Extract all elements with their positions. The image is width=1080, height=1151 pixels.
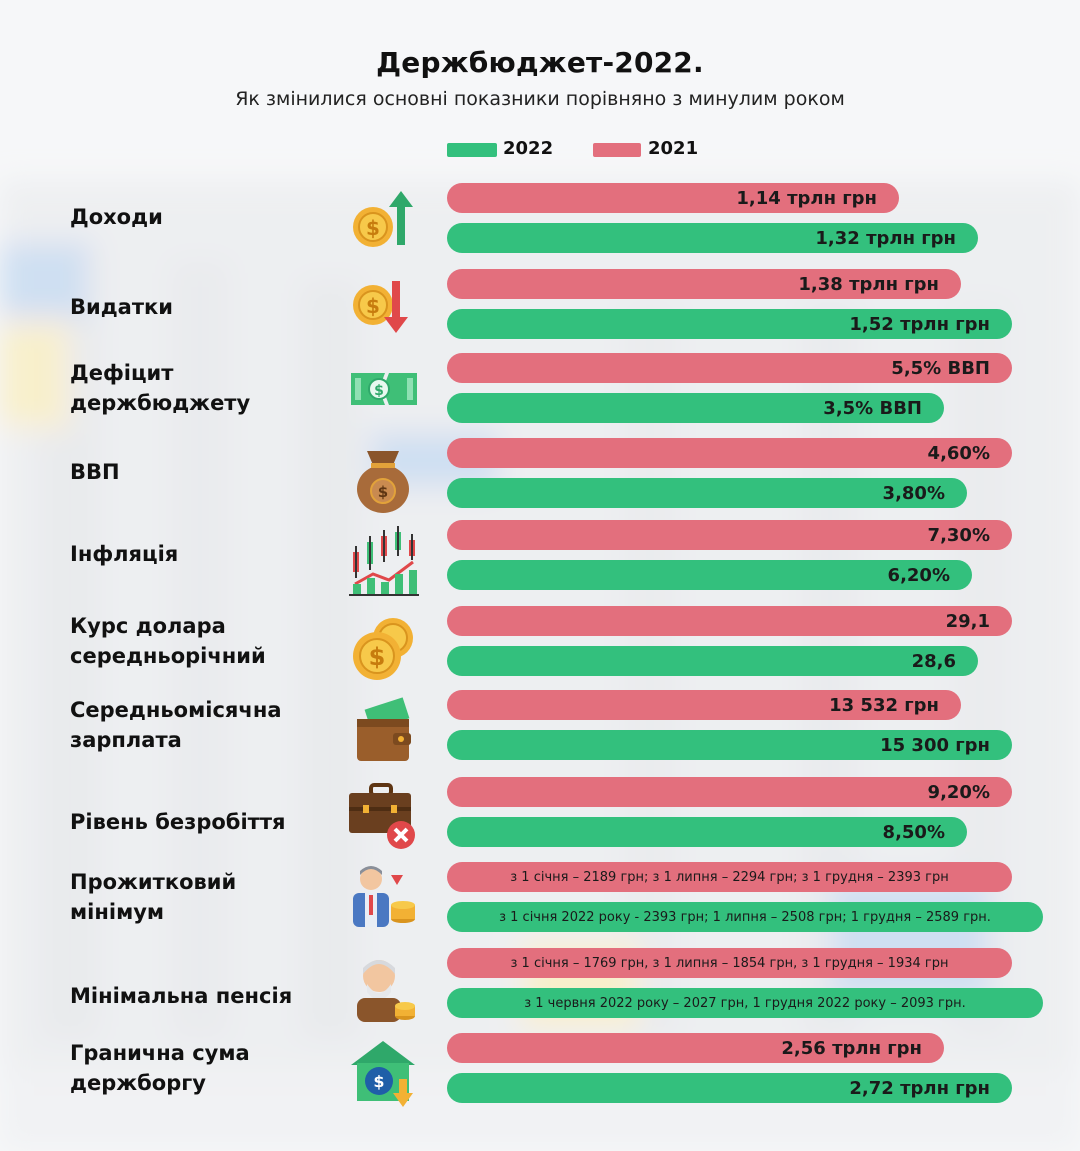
bar-value-label: 28,6 [911, 650, 956, 672]
bar-value-label: 2,72 трлн грн [849, 1077, 990, 1099]
bar-value-label: з 1 січня 2022 року - 2393 грн; 1 липня … [499, 909, 991, 925]
bar-value-label: 8,50% [882, 821, 945, 843]
bar-2021-9: з 1 січня – 2189 грн; з 1 липня – 2294 г… [447, 862, 1012, 892]
bar-value-label: 1,52 трлн грн [849, 313, 990, 335]
row-label: Мінімальна пенсія [70, 984, 293, 1008]
bar-value-label: 4,60% [927, 442, 990, 464]
bar-value-label: 1,32 трлн грн [815, 227, 956, 249]
bar-2022-7: 15 300 грн [447, 730, 1012, 760]
wallet-icon [345, 693, 421, 769]
row-label: Інфляція [70, 542, 179, 566]
bar-2021-3: 5,5% ВВП [447, 353, 1012, 383]
bar-value-label: 2,56 трлн грн [781, 1037, 922, 1059]
bar-2022-5: 6,20% [447, 560, 972, 590]
bar-2021-2: 1,38 трлн грн [447, 269, 961, 299]
bar-2021-8: 9,20% [447, 777, 1012, 807]
legend-swatch-2021 [593, 143, 641, 157]
svg-text:$: $ [374, 383, 384, 399]
debt-house-icon: $ [345, 1035, 421, 1111]
bar-value-label: з 1 січня – 2189 грн; з 1 липня – 2294 г… [510, 869, 949, 885]
row-label: Гранична сума держборгу [70, 1041, 250, 1095]
elderly-person-icon [345, 950, 421, 1026]
bar-2022-1: 1,32 трлн грн [447, 223, 978, 253]
bar-value-label: 15 300 грн [880, 734, 990, 756]
page-title: Держбюджет-2022. [376, 46, 704, 79]
legend-label-2021: 2021 [648, 138, 699, 159]
bar-2021-5: 7,30% [447, 520, 1012, 550]
bar-2022-11: 2,72 трлн грн [447, 1073, 1012, 1103]
row-label: Видатки [70, 295, 173, 319]
money-bag-icon: $ [345, 441, 421, 517]
bar-value-label: 29,1 [945, 610, 990, 632]
candlestick-chart-icon [345, 522, 421, 598]
bar-2022-4: 3,80% [447, 478, 967, 508]
bar-2021-6: 29,1 [447, 606, 1012, 636]
bar-2022-6: 28,6 [447, 646, 978, 676]
svg-text:$: $ [369, 643, 386, 671]
briefcase-cross-icon [345, 777, 421, 853]
bar-value-label: з 1 червня 2022 року – 2027 грн, 1 грудн… [524, 995, 966, 1011]
row-label: ВВП [70, 460, 120, 484]
bar-value-label: 9,20% [927, 781, 990, 803]
bar-value-label: 3,5% ВВП [823, 397, 922, 419]
row-label: Курс долара середньорічний [70, 614, 266, 668]
legend-swatch-2022 [447, 143, 497, 157]
bar-value-label: 5,5% ВВП [891, 357, 990, 379]
bar-value-label: 1,14 трлн грн [736, 187, 877, 209]
row-label: Дефіцит держбюджету [70, 361, 251, 415]
bar-value-label: 1,38 трлн грн [798, 273, 939, 295]
bar-value-label: 3,80% [882, 482, 945, 504]
svg-text:$: $ [366, 294, 380, 318]
legend-label-2022: 2022 [503, 138, 554, 159]
bar-value-label: 13 532 грн [829, 694, 939, 716]
bar-value-label: з 1 січня – 1769 грн, з 1 липня – 1854 г… [510, 955, 949, 971]
page-subtitle: Як змінилися основні показники порівняно… [235, 88, 845, 110]
row-label: Прожитковий мінімум [70, 870, 237, 924]
bar-value-label: 7,30% [927, 524, 990, 546]
bar-2021-4: 4,60% [447, 438, 1012, 468]
row-label: Рівень безробіття [70, 810, 286, 834]
svg-text:$: $ [378, 483, 388, 501]
bar-2021-1: 1,14 трлн грн [447, 183, 899, 213]
svg-text:$: $ [366, 216, 380, 240]
row-label: Середньомісячна зарплата [70, 698, 282, 752]
bar-2022-10: з 1 червня 2022 року – 2027 грн, 1 грудн… [447, 988, 1043, 1018]
coin-arrow-down-icon: $ [345, 271, 421, 347]
coins-stack-icon: $ [345, 612, 421, 688]
bar-2021-10: з 1 січня – 1769 грн, з 1 липня – 1854 г… [447, 948, 1012, 978]
bar-2022-9: з 1 січня 2022 року - 2393 грн; 1 липня … [447, 902, 1043, 932]
bar-2021-7: 13 532 грн [447, 690, 961, 720]
bar-2021-11: 2,56 трлн грн [447, 1033, 944, 1063]
bar-2022-2: 1,52 трлн грн [447, 309, 1012, 339]
row-label: Доходи [70, 205, 163, 229]
bar-2022-8: 8,50% [447, 817, 967, 847]
person-coins-icon [345, 857, 421, 933]
torn-banknote-icon: $ [345, 351, 421, 427]
bar-value-label: 6,20% [887, 564, 950, 586]
coin-arrow-up-icon: $ [345, 185, 421, 261]
bar-2022-3: 3,5% ВВП [447, 393, 944, 423]
svg-text:$: $ [373, 1072, 384, 1091]
